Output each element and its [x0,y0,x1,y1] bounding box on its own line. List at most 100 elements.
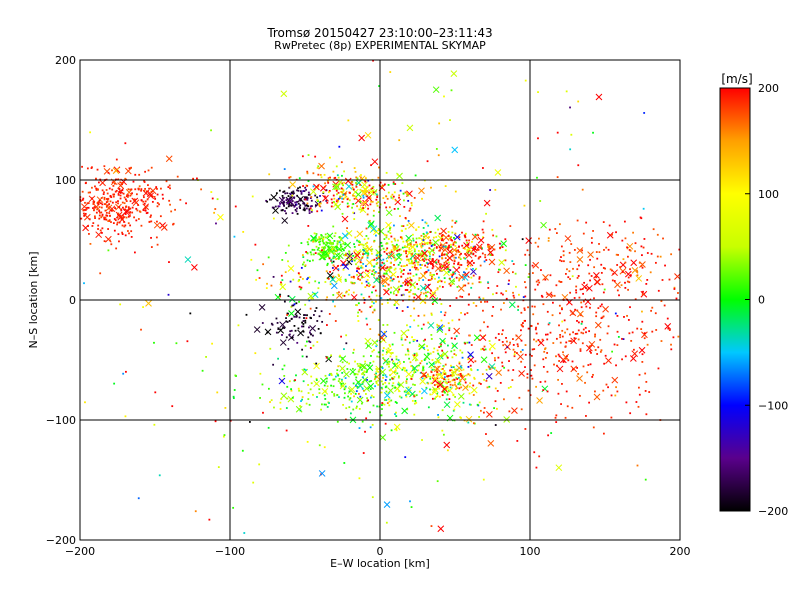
data-point [480,301,482,303]
data-point-x [342,263,350,270]
data-point [518,293,520,296]
data-point [114,207,116,209]
data-point [444,363,447,366]
data-point [305,355,308,358]
data-point [358,427,361,429]
data-point [452,273,455,275]
data-point [397,207,400,210]
data-point [627,288,629,291]
data-point [590,241,593,244]
data-point [346,361,348,364]
data-point [425,258,428,261]
data-point [474,245,476,248]
data-point-x [503,267,510,275]
data-point [656,255,659,258]
data-point [366,244,369,247]
data-point [362,248,365,251]
data-point [616,315,619,317]
data-point [406,282,409,285]
data-point [546,352,549,354]
data-point [441,394,444,397]
data-point [482,231,485,234]
data-point [331,201,334,204]
data-point [138,185,141,188]
data-point [419,362,422,365]
data-point [370,355,372,357]
data-point [415,352,418,355]
data-point [341,361,344,364]
data-point [153,341,155,344]
data-point [572,267,574,270]
data-point [100,211,103,214]
data-point [361,256,364,259]
data-point [356,273,358,276]
data-point [426,266,429,269]
data-point [304,198,307,201]
data-point [325,189,328,192]
data-point [602,291,605,294]
data-point [139,211,142,213]
data-point [641,266,644,269]
data-point [502,293,504,296]
data-point-x [365,194,373,202]
data-point [414,264,416,267]
data-point [378,166,380,169]
data-point [327,181,330,184]
data-point [342,403,345,406]
data-point [376,355,379,358]
data-point [300,242,303,244]
data-point [92,207,94,210]
data-point [332,249,335,252]
data-point [522,325,524,328]
data-point [496,407,498,410]
data-point [447,246,450,249]
data-point [428,255,431,258]
data-point [93,209,95,212]
data-point [357,240,360,243]
data-point [414,400,417,402]
data-point [451,373,454,376]
data-point [286,397,289,400]
data-point [98,214,101,217]
data-point [298,199,301,202]
data-point [281,279,284,281]
data-point [305,317,308,320]
data-point [460,252,462,255]
data-point [406,240,408,243]
data-point [599,338,602,341]
data-point [301,325,303,328]
data-point [383,399,386,401]
data-point [487,246,490,248]
data-point [375,234,377,237]
data-point [109,194,112,197]
data-point [137,218,140,220]
data-point [608,224,611,227]
data-point [446,356,449,359]
data-point [133,198,136,201]
data-point [369,262,372,265]
data-point-x [95,231,103,239]
data-point [438,232,441,235]
data-point [293,324,296,327]
data-point [430,382,433,385]
data-point [399,267,402,270]
data-point [335,200,338,203]
data-point [291,337,293,339]
data-point [314,204,317,207]
data-point [600,303,603,306]
data-point [245,313,248,316]
data-point [137,497,140,500]
data-point [390,240,393,243]
data-point [524,319,526,322]
data-point [569,278,571,280]
data-point [443,314,446,317]
data-point [332,245,334,248]
data-point-x [387,387,394,394]
data-point [576,277,579,279]
data-point [574,308,577,311]
data-point-x [336,245,343,253]
data-point [417,226,420,229]
data-point [329,372,332,375]
data-point-x [358,134,366,142]
data-point [399,215,401,218]
